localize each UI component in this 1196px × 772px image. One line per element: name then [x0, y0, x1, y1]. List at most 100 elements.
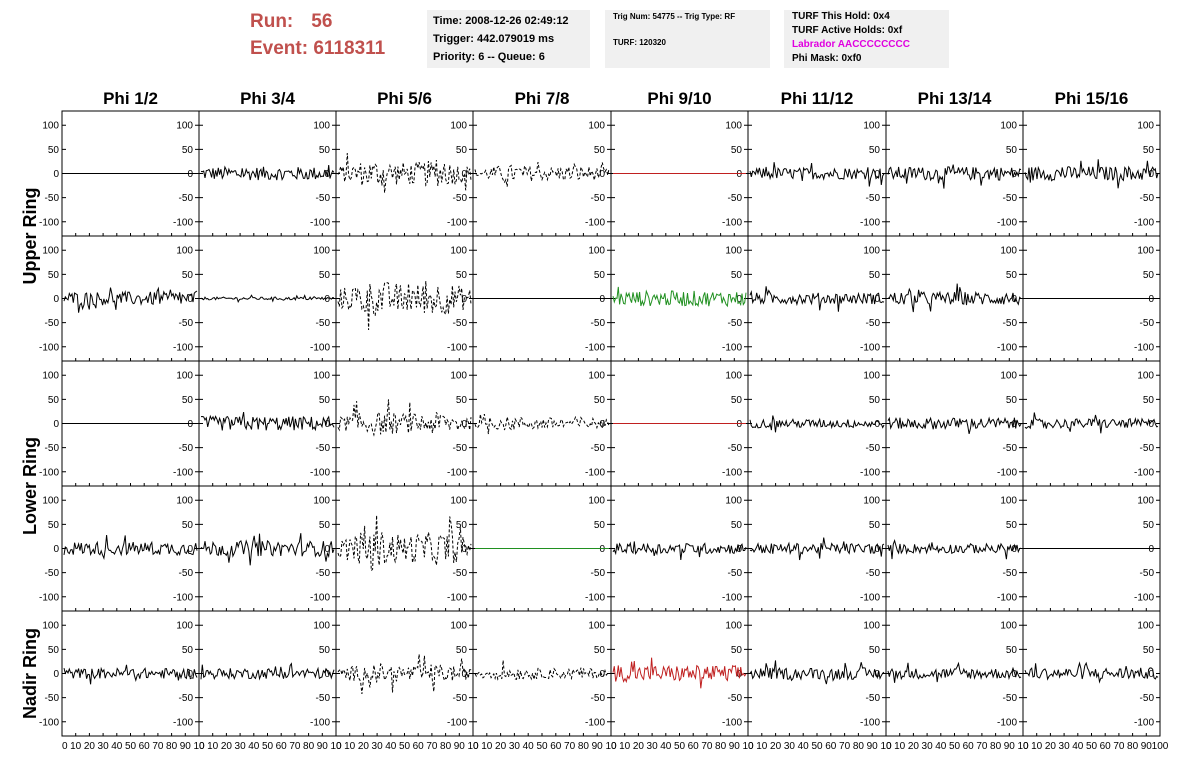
run-line: Run: 56: [250, 8, 415, 35]
y-tick-label: -50: [866, 693, 881, 704]
y-tick-label: -50: [453, 318, 468, 329]
y-tick-label: 0: [1011, 544, 1017, 555]
y-tick-label: 50: [182, 395, 194, 406]
y-tick-label: -50: [1140, 568, 1155, 579]
y-tick-label: -50: [453, 693, 468, 704]
y-tick-label: -100: [722, 592, 742, 603]
x-tick-label: 40: [385, 741, 397, 752]
y-tick-label: -100: [722, 342, 742, 353]
column-header: Phi 1/2: [103, 89, 158, 108]
y-tick-label: 0: [187, 169, 193, 180]
x-tick-label: 0: [336, 741, 342, 752]
y-tick-label: 100: [725, 621, 742, 632]
y-tick-label: 50: [456, 520, 468, 531]
x-tick-label: 50: [1086, 741, 1098, 752]
y-tick-label: -100: [173, 592, 193, 603]
x-tick-label: 40: [660, 741, 672, 752]
waveform-trace: [200, 412, 335, 432]
y-tick-label: 50: [731, 145, 743, 156]
y-tick-label: 100: [450, 121, 467, 132]
y-tick-label: 100: [450, 496, 467, 507]
x-tick-label: 40: [523, 741, 535, 752]
run-event-box: Run: 56 Event: 6118311: [250, 8, 415, 66]
y-tick-label: 0: [1148, 544, 1154, 555]
y-tick-label: 0: [324, 669, 330, 680]
y-tick-label: 100: [176, 371, 193, 382]
column-header: Phi 9/10: [647, 89, 711, 108]
y-tick-label: 100: [42, 121, 59, 132]
x-tick-label: 90: [1004, 741, 1016, 752]
y-tick-label: 100: [176, 621, 193, 632]
y-tick-label: 50: [456, 270, 468, 281]
y-tick-label: 0: [599, 544, 605, 555]
y-tick-label: -50: [453, 443, 468, 454]
y-tick-label: 0: [874, 419, 880, 430]
y-tick-label: 50: [1006, 395, 1018, 406]
x-tick-label: 90: [867, 741, 879, 752]
x-tick-label: 10: [193, 741, 205, 752]
x-tick-label: 80: [303, 741, 315, 752]
y-tick-label: -50: [179, 443, 194, 454]
x-tick-label: 40: [111, 741, 123, 752]
x-tick-label: 10: [330, 741, 342, 752]
y-tick-label: 100: [863, 496, 880, 507]
y-tick-label: 0: [1011, 169, 1017, 180]
y-tick-label: -100: [310, 467, 330, 478]
waveform-trace: [887, 538, 1022, 560]
event-value: 6118311: [313, 38, 386, 59]
event-line: Event: 6118311: [250, 35, 415, 62]
x-tick-label: 90: [1141, 741, 1153, 752]
column-header: Phi 13/14: [918, 89, 992, 108]
x-tick-label: 30: [509, 741, 521, 752]
x-tick-label: 0: [886, 741, 892, 752]
x-tick-label: 30: [235, 741, 247, 752]
y-tick-label: 100: [863, 371, 880, 382]
x-tick-label: 0: [199, 741, 205, 752]
y-tick-label: -50: [45, 318, 60, 329]
x-tick-label: 10: [894, 741, 906, 752]
y-tick-label: 50: [182, 270, 194, 281]
y-tick-label: -100: [310, 217, 330, 228]
x-tick-label: 30: [784, 741, 796, 752]
x-tick-label: 10: [756, 741, 768, 752]
waveform-trace: [749, 162, 885, 187]
y-tick-label: 50: [48, 645, 60, 656]
y-tick-label: 0: [53, 419, 59, 430]
y-tick-label: -50: [591, 193, 606, 204]
x-tick-label: 20: [908, 741, 920, 752]
x-tick-label: 10: [344, 741, 356, 752]
y-tick-label: 50: [48, 520, 60, 531]
y-tick-label: 0: [1011, 669, 1017, 680]
y-tick-label: -50: [591, 568, 606, 579]
y-tick-label: 100: [725, 246, 742, 257]
y-tick-label: 100: [1000, 121, 1017, 132]
y-tick-label: 0: [324, 294, 330, 305]
y-tick-label: 100: [1000, 246, 1017, 257]
y-tick-label: -100: [173, 467, 193, 478]
y-tick-label: -50: [45, 568, 60, 579]
ring-label: Nadir Ring: [20, 628, 40, 719]
x-tick-label: 10: [742, 741, 754, 752]
x-tick-label: 10: [481, 741, 493, 752]
x-tick-label: 80: [715, 741, 727, 752]
y-tick-label: -50: [316, 693, 331, 704]
x-tick-label: 50: [949, 741, 961, 752]
x-tick-label: 90: [729, 741, 741, 752]
x-tick-label: 0: [62, 741, 68, 752]
y-tick-label: 0: [53, 294, 59, 305]
y-tick-label: -100: [860, 342, 880, 353]
y-tick-label: -100: [447, 467, 467, 478]
y-tick-label: 0: [324, 544, 330, 555]
waveform-trace: [612, 657, 747, 689]
y-tick-label: -100: [1134, 217, 1154, 228]
x-tick-label: 40: [1072, 741, 1084, 752]
y-tick-label: -100: [310, 717, 330, 728]
trigger-info-panel: Trig Num: 54775 -- Trig Type: RF TURF: 1…: [605, 10, 770, 68]
waveform-trace: [887, 164, 1022, 189]
waveform-trace: [200, 294, 335, 304]
y-tick-label: 50: [869, 270, 881, 281]
y-tick-label: 100: [450, 371, 467, 382]
x-tick-label: 30: [922, 741, 934, 752]
waveform-trace: [1024, 412, 1159, 434]
y-tick-label: -50: [866, 318, 881, 329]
